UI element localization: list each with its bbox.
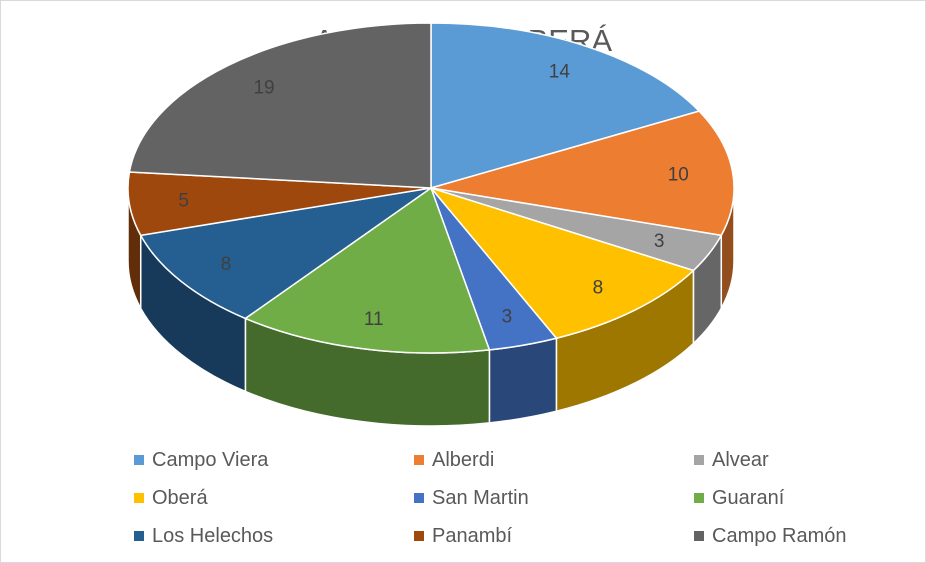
- pie-slice-panambi: [127, 171, 432, 237]
- legend-label: Alvear: [712, 448, 769, 471]
- legend-item-campo-ramon: Campo Ramón: [694, 523, 894, 549]
- legend-swatch: [414, 493, 424, 503]
- data-label-guarani: 11: [364, 309, 384, 330]
- data-label-campo-viera: 14: [549, 62, 571, 83]
- legend-item-guarani: Guaraní: [694, 485, 894, 511]
- pie-side-san-martin: [488, 337, 558, 424]
- legend-item-alberdi: Alberdi: [414, 447, 694, 473]
- legend-item-campo-viera: Campo Viera: [134, 447, 414, 473]
- legend-label: Campo Ramón: [712, 524, 847, 547]
- legend-item-panambi: Panambí: [414, 523, 694, 549]
- data-label-alvear: 3: [654, 231, 665, 252]
- legend-item-alvear: Alvear: [694, 447, 894, 473]
- data-label-campo-ramon: 19: [253, 77, 274, 98]
- legend-item-los-helechos: Los Helechos: [134, 523, 414, 549]
- legend-label: San Martin: [432, 486, 529, 509]
- data-labels: 14 10 3 8 3 11 8 5 19: [178, 62, 688, 330]
- pie-slice-los-helechos: [139, 187, 432, 320]
- legend-swatch: [414, 531, 424, 541]
- pie-slice-guarani: [243, 186, 491, 354]
- legend: Campo Viera Alberdi Alvear Oberá San Martin G…: [134, 447, 894, 549]
- data-label-alberdi: 10: [668, 164, 689, 185]
- data-label-san-martin: 3: [502, 306, 513, 327]
- pie-slice-campo-viera: [430, 22, 701, 189]
- legend-label: Guaraní: [712, 486, 785, 509]
- data-label-los-helechos: 8: [221, 254, 232, 275]
- legend-label: Los Helechos: [152, 524, 274, 547]
- legend-swatch: [694, 531, 704, 541]
- legend-label: Panambí: [432, 524, 513, 547]
- pie-slice-obera: [428, 186, 695, 340]
- legend-item-san-martin: San Martin: [414, 485, 694, 511]
- legend-label: Campo Viera: [152, 448, 269, 471]
- legend-swatch: [694, 455, 704, 465]
- data-label-obera: 8: [593, 278, 604, 299]
- legend-swatch: [134, 531, 144, 541]
- legend-swatch: [134, 493, 144, 503]
- pie-slice-alberdi: [430, 110, 735, 237]
- legend-label: Alberdi: [432, 448, 495, 471]
- legend-item-obera: Oberá: [134, 485, 414, 511]
- pie-slice-campo-ramon: [128, 22, 432, 189]
- legend-swatch: [134, 455, 144, 465]
- legend-swatch: [414, 455, 424, 465]
- data-label-panambi: 5: [178, 191, 189, 212]
- legend-label: Oberá: [152, 486, 208, 509]
- legend-swatch: [694, 493, 704, 503]
- pie-top: [127, 22, 735, 354]
